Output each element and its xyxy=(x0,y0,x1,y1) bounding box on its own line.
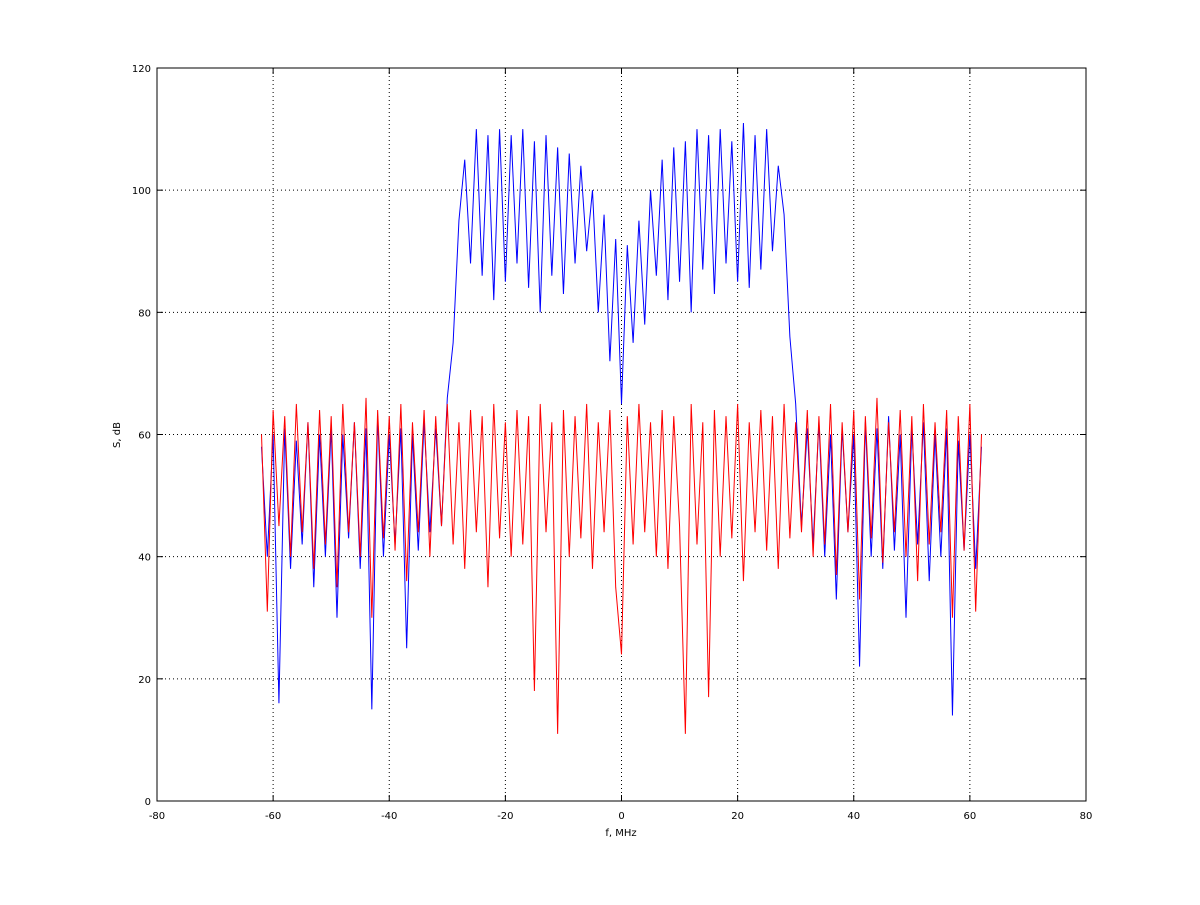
x-tick-label: -40 xyxy=(381,811,397,822)
y-axis-label: S, dB xyxy=(112,422,123,448)
x-tick-label: -80 xyxy=(149,811,165,822)
x-tick-label: -60 xyxy=(265,811,281,822)
x-tick-label: 60 xyxy=(964,811,977,822)
y-tick-label: 60 xyxy=(138,431,151,442)
y-tick-label: 40 xyxy=(138,553,151,564)
x-tick-label: 80 xyxy=(1080,811,1093,822)
y-tick-label: 100 xyxy=(132,186,151,197)
series-line xyxy=(261,122,982,716)
x-tick-label: 40 xyxy=(847,811,860,822)
x-tick-label: 0 xyxy=(618,811,624,822)
x-tick-label: -20 xyxy=(497,811,513,822)
plot-frame xyxy=(156,67,1087,802)
series-line xyxy=(261,397,982,734)
x-axis-label: f, MHz xyxy=(605,828,636,839)
x-tick-label: 20 xyxy=(731,811,744,822)
y-tick-label: 0 xyxy=(145,797,151,808)
y-tick-label: 80 xyxy=(138,308,151,319)
y-tick-label: 120 xyxy=(132,64,151,75)
y-tick-label: 20 xyxy=(138,675,151,686)
